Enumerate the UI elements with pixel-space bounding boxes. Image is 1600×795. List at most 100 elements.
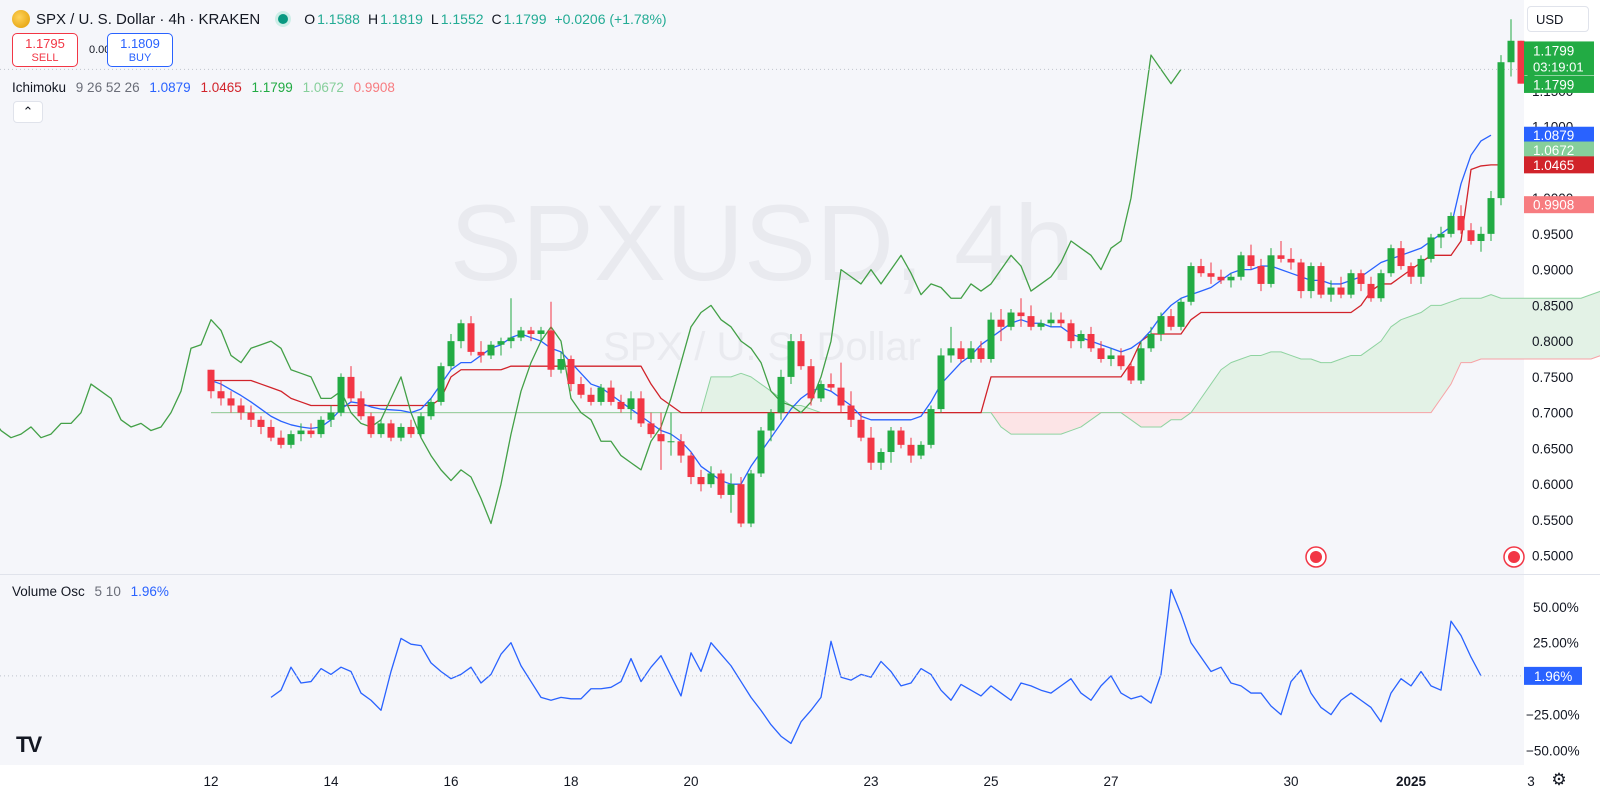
- candle[interactable]: [537, 326, 545, 342]
- candle[interactable]: [1347, 269, 1355, 299]
- candle[interactable]: [617, 394, 625, 413]
- candle[interactable]: [397, 423, 405, 442]
- candle[interactable]: [357, 391, 365, 420]
- buy-button[interactable]: 1.1809 BUY: [107, 33, 173, 67]
- candle[interactable]: [1257, 258, 1265, 292]
- price-label[interactable]: 0.9908: [1524, 196, 1594, 214]
- candle[interactable]: [897, 426, 905, 449]
- price-label[interactable]: 1.1799: [1524, 75, 1594, 93]
- sell-button[interactable]: 1.1795 SELL: [12, 33, 78, 67]
- candle[interactable]: [1467, 223, 1475, 245]
- candle[interactable]: [407, 419, 415, 438]
- candle[interactable]: [337, 373, 345, 417]
- candle[interactable]: [1407, 262, 1415, 284]
- candle[interactable]: [247, 405, 255, 427]
- candle[interactable]: [427, 398, 435, 420]
- candle[interactable]: [667, 412, 675, 456]
- candle[interactable]: [597, 384, 605, 406]
- oscillator-pane-background[interactable]: [0, 575, 1524, 765]
- candle[interactable]: [967, 341, 975, 363]
- candle[interactable]: [957, 341, 965, 363]
- candle[interactable]: [1187, 262, 1195, 306]
- candle[interactable]: [917, 441, 925, 460]
- candle[interactable]: [1047, 312, 1055, 327]
- market-status-dot-icon[interactable]: [278, 14, 289, 24]
- candle[interactable]: [607, 380, 615, 406]
- candle[interactable]: [737, 477, 745, 528]
- candle[interactable]: [1397, 241, 1405, 270]
- candle[interactable]: [637, 391, 645, 427]
- candle[interactable]: [347, 366, 355, 402]
- event-flag-icon[interactable]: [1503, 546, 1525, 568]
- candle[interactable]: [367, 412, 375, 438]
- candle[interactable]: [497, 337, 505, 356]
- candle[interactable]: [927, 405, 935, 449]
- candle[interactable]: [1357, 269, 1365, 292]
- candle[interactable]: [567, 355, 575, 392]
- candle[interactable]: [437, 362, 445, 406]
- osc-value-label[interactable]: 1.96%: [1524, 666, 1582, 685]
- candle[interactable]: [627, 391, 635, 420]
- candle[interactable]: [207, 369, 215, 399]
- candle[interactable]: [1287, 248, 1295, 270]
- candle[interactable]: [1127, 362, 1135, 385]
- price-label[interactable]: 1.0879: [1524, 126, 1594, 144]
- candle[interactable]: [417, 412, 425, 438]
- candle[interactable]: [937, 348, 945, 413]
- candle[interactable]: [727, 473, 735, 513]
- candle[interactable]: [1227, 273, 1235, 288]
- candle[interactable]: [587, 387, 595, 406]
- candle[interactable]: [1007, 308, 1015, 331]
- candle[interactable]: [487, 341, 495, 360]
- candle[interactable]: [987, 312, 995, 363]
- candle[interactable]: [797, 333, 805, 370]
- candle[interactable]: [1157, 312, 1165, 342]
- candle[interactable]: [527, 326, 535, 342]
- candle[interactable]: [1037, 319, 1045, 331]
- candle[interactable]: [1117, 348, 1125, 370]
- candle[interactable]: [1057, 312, 1065, 327]
- candle[interactable]: [1377, 269, 1385, 302]
- candle[interactable]: [1417, 255, 1425, 284]
- candle[interactable]: [1437, 226, 1445, 249]
- candle[interactable]: [817, 380, 825, 402]
- volume-osc-legend[interactable]: Volume Osc 5 10 1.96%: [12, 584, 169, 599]
- price-label[interactable]: 1.0465: [1524, 156, 1594, 174]
- candle[interactable]: [1217, 269, 1225, 284]
- candle[interactable]: [677, 434, 685, 463]
- tradingview-logo-icon[interactable]: TV: [16, 732, 42, 757]
- candle[interactable]: [307, 423, 315, 438]
- candle[interactable]: [977, 341, 985, 363]
- candle[interactable]: [1367, 276, 1375, 302]
- candle[interactable]: [287, 430, 295, 449]
- ichimoku-legend[interactable]: Ichimoku 9 26 52 26 1.0879 1.0465 1.1799…: [12, 80, 395, 95]
- candle[interactable]: [507, 298, 515, 349]
- candle[interactable]: [1327, 280, 1335, 302]
- candle[interactable]: [1147, 326, 1155, 352]
- candle[interactable]: [857, 412, 865, 442]
- candle[interactable]: [1307, 262, 1315, 299]
- candle[interactable]: [1297, 258, 1305, 299]
- candle[interactable]: [1517, 40, 1525, 84]
- candle[interactable]: [227, 391, 235, 413]
- candle[interactable]: [1267, 248, 1275, 288]
- symbol-title[interactable]: SPX / U. S. Dollar · 4h · KRAKEN: [36, 10, 261, 28]
- candle[interactable]: [557, 351, 565, 374]
- candle[interactable]: [827, 373, 835, 392]
- candle[interactable]: [907, 437, 915, 463]
- candle[interactable]: [1237, 251, 1245, 281]
- candle[interactable]: [387, 419, 395, 442]
- candle[interactable]: [1107, 348, 1115, 367]
- candle[interactable]: [757, 426, 765, 478]
- candle[interactable]: [707, 466, 715, 488]
- candle[interactable]: [467, 316, 475, 356]
- candle[interactable]: [717, 469, 725, 499]
- main-pane-background[interactable]: [0, 0, 1524, 574]
- candle[interactable]: [747, 469, 755, 528]
- candle[interactable]: [1077, 330, 1085, 349]
- gear-icon[interactable]: ⚙: [1551, 770, 1567, 789]
- candle[interactable]: [1097, 341, 1105, 363]
- candle[interactable]: [1087, 326, 1095, 352]
- event-flag-icon[interactable]: [1305, 546, 1327, 568]
- candle[interactable]: [787, 333, 795, 385]
